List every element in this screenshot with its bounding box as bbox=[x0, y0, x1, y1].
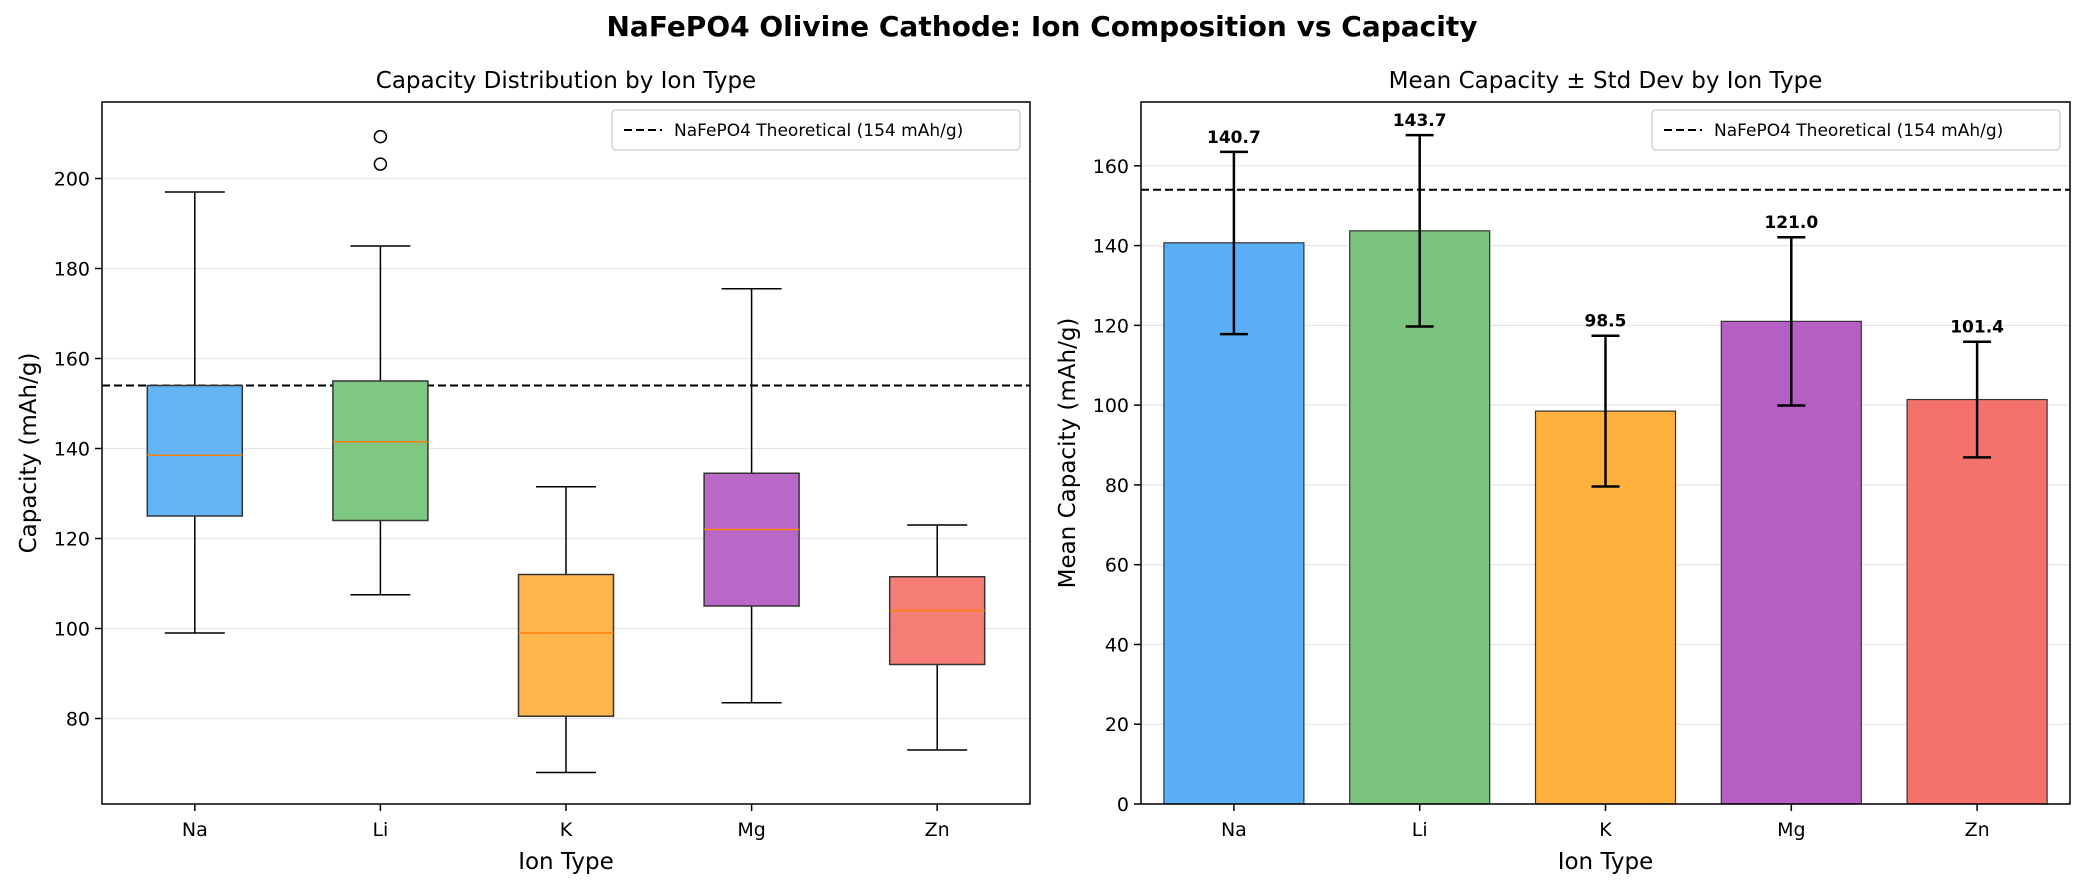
bar-mg: 121.0 bbox=[1720, 213, 1862, 805]
figure-title: NaFePO4 Olivine Cathode: Ion Composition… bbox=[606, 10, 1478, 43]
box-mg bbox=[703, 288, 800, 704]
chart-panel-2: 140.7 143.7 98.5 121.0 101.4 0 20 40 60 80 100 120 1… bbox=[1055, 68, 2071, 875]
box-zn bbox=[888, 524, 986, 751]
y-tick-label: 0 bbox=[1117, 794, 1129, 816]
box-body bbox=[517, 573, 615, 717]
legend-entry: NaFePO4 Theoretical (154 mAh/g) bbox=[1714, 121, 2003, 141]
box-na bbox=[146, 191, 244, 634]
legend-box bbox=[1651, 109, 2061, 151]
data-label: 98.5 bbox=[1585, 312, 1627, 332]
bar-li: 143.7 bbox=[1349, 111, 1491, 805]
panel-title: Mean Capacity ± Std Dev by Ion Type bbox=[1389, 68, 1823, 94]
y-tick-label: 100 bbox=[1093, 395, 1129, 417]
bar bbox=[1906, 398, 2048, 805]
y-tick-label: 160 bbox=[1093, 156, 1129, 178]
x-tick-label: Zn bbox=[1965, 819, 1990, 841]
y-tick-label: 20 bbox=[1105, 714, 1129, 736]
outlier-point bbox=[373, 157, 388, 171]
y-tick-label: 40 bbox=[1105, 634, 1129, 656]
box-li bbox=[332, 129, 429, 596]
x-tick-label: Na bbox=[1221, 819, 1247, 841]
y-tick-label: 80 bbox=[66, 709, 90, 731]
y-tick-label: 60 bbox=[1105, 555, 1129, 577]
bar-na: 140.7 bbox=[1163, 128, 1305, 805]
y-axis-label: Mean Capacity (mAh/g) bbox=[1055, 318, 1081, 589]
box-k bbox=[517, 486, 615, 774]
legend-box bbox=[611, 109, 1021, 151]
x-tick-label: K bbox=[1599, 819, 1612, 841]
y-axis-label: Capacity (mAh/g) bbox=[16, 353, 42, 554]
y-tick-label: 120 bbox=[1093, 315, 1129, 337]
outlier-point bbox=[373, 129, 388, 144]
data-label: 143.7 bbox=[1393, 111, 1447, 131]
data-label: 140.7 bbox=[1207, 128, 1261, 148]
y-tick-label: 160 bbox=[54, 349, 90, 371]
y-tick-label: 180 bbox=[54, 259, 90, 281]
bar-zn: 101.4 bbox=[1906, 318, 2048, 805]
y-tick-label: 120 bbox=[54, 529, 90, 551]
x-axis-label: Ion Type bbox=[1558, 849, 1654, 875]
x-tick-label: Li bbox=[1412, 819, 1428, 841]
bar bbox=[1163, 242, 1305, 805]
y-tick-label: 200 bbox=[54, 169, 90, 191]
data-label: 101.4 bbox=[1950, 318, 2004, 338]
y-tick-label: 140 bbox=[1093, 236, 1129, 258]
x-tick-label: Na bbox=[182, 819, 208, 841]
chart-panel-1: 80 100 120 140 160 180 200 Na Li K Mg Zn Capacity Di… bbox=[16, 68, 1031, 875]
legend: NaFePO4 Theoretical (154 mAh/g) bbox=[1651, 109, 2061, 151]
x-axis-label: Ion Type bbox=[518, 849, 614, 875]
y-tick-label: 100 bbox=[54, 619, 90, 641]
x-tick-label: Mg bbox=[1777, 819, 1805, 841]
box-body bbox=[146, 384, 244, 517]
panel-title: Capacity Distribution by Ion Type bbox=[376, 68, 756, 94]
legend-entry: NaFePO4 Theoretical (154 mAh/g) bbox=[674, 121, 963, 141]
y-tick-label: 140 bbox=[54, 439, 90, 461]
data-label: 121.0 bbox=[1764, 213, 1818, 233]
box-body bbox=[703, 472, 800, 607]
legend: NaFePO4 Theoretical (154 mAh/g) bbox=[611, 109, 1021, 151]
box-body bbox=[332, 380, 429, 522]
box-body bbox=[888, 576, 986, 666]
x-tick-label: Zn bbox=[925, 819, 950, 841]
y-tick-label: 80 bbox=[1105, 475, 1129, 497]
x-tick-label: Mg bbox=[737, 819, 765, 841]
x-tick-label: Li bbox=[372, 819, 388, 841]
bar-k: 98.5 bbox=[1534, 312, 1677, 805]
x-tick-label: K bbox=[560, 819, 573, 841]
